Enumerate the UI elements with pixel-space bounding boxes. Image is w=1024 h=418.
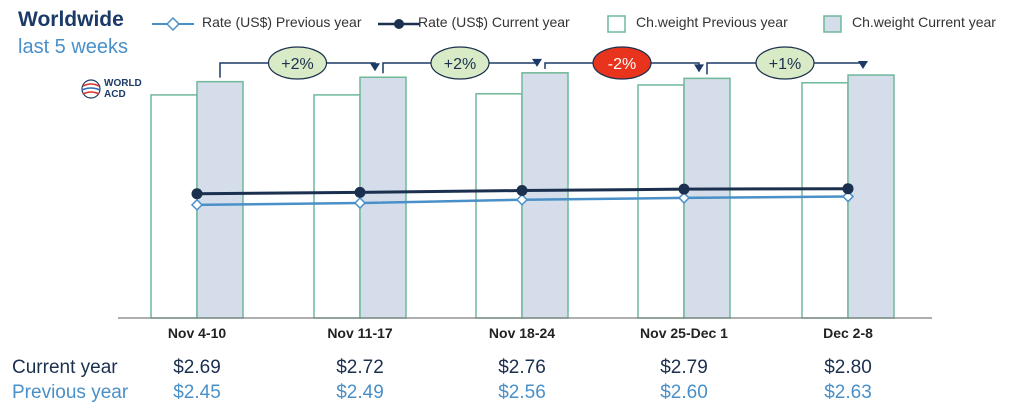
legend-weight-cur-label: Ch.weight Current year bbox=[852, 14, 996, 30]
change-arrowhead bbox=[370, 63, 380, 72]
legend-weight-prev-label: Ch.weight Previous year bbox=[636, 14, 788, 30]
chart-title: Worldwide bbox=[18, 8, 124, 31]
change-arrowhead bbox=[858, 61, 868, 70]
bar-weight-cur bbox=[521, 72, 569, 319]
previous-year-label: Previous year bbox=[12, 382, 129, 403]
point-rate-prev bbox=[515, 193, 529, 206]
current-year-value: $2.72 bbox=[336, 357, 384, 378]
point-rate-prev bbox=[841, 190, 855, 203]
logo-text-line1: WORLD bbox=[104, 78, 142, 89]
bar-weight-cur bbox=[359, 76, 407, 319]
point-rate-cur bbox=[678, 183, 690, 195]
previous-year-value: $2.56 bbox=[498, 382, 546, 403]
world-acd-logo: WORLD ACD bbox=[80, 76, 160, 106]
change-label: +2% bbox=[281, 56, 313, 73]
current-year-value: $2.80 bbox=[824, 357, 872, 378]
logo-text: WORLD ACD bbox=[104, 78, 142, 100]
legend-rate-cur-marker bbox=[378, 19, 420, 29]
change-badge bbox=[592, 46, 652, 80]
change-badge bbox=[267, 46, 328, 80]
x-tick-label: Nov 18-24 bbox=[489, 325, 555, 341]
point-rate-prev bbox=[190, 198, 204, 211]
bar-weight-prev bbox=[150, 94, 198, 319]
point-rate-cur bbox=[191, 188, 203, 200]
logo-text-line2: ACD bbox=[104, 89, 126, 100]
bar-weight-cur bbox=[847, 74, 895, 319]
previous-year-value: $2.60 bbox=[660, 382, 708, 403]
current-year-value: $2.79 bbox=[660, 357, 708, 378]
point-rate-cur bbox=[842, 183, 854, 195]
point-rate-prev bbox=[353, 196, 367, 210]
globe-icon bbox=[81, 79, 101, 99]
bar-weight-prev bbox=[801, 82, 849, 319]
current-year-label: Current year bbox=[12, 357, 118, 378]
legend-rate-cur-label: Rate (US$) Current year bbox=[418, 14, 570, 30]
chart-subtitle: last 5 weeks bbox=[18, 36, 129, 58]
change-label: +2% bbox=[444, 56, 476, 73]
point-rate-prev bbox=[677, 191, 691, 204]
bar-weight-cur bbox=[196, 80, 244, 319]
bar-weight-prev bbox=[313, 94, 361, 319]
current-year-value: $2.69 bbox=[173, 357, 221, 378]
previous-year-value: $2.45 bbox=[173, 382, 221, 403]
legend-rate-prev: Rate (US$) Previous year bbox=[150, 14, 370, 34]
legend-weight-cur: Ch.weight Current year bbox=[822, 14, 1022, 34]
previous-year-value: $2.49 bbox=[336, 382, 384, 403]
legend-rate-prev-label: Rate (US$) Previous year bbox=[202, 14, 362, 30]
x-tick-label: Nov 25-Dec 1 bbox=[640, 325, 728, 341]
legend-rate-cur: Rate (US$) Current year bbox=[376, 14, 586, 34]
change-label: -2% bbox=[608, 56, 636, 73]
point-rate-cur bbox=[516, 185, 528, 197]
point-rate-cur bbox=[354, 186, 366, 198]
change-arrowhead bbox=[694, 64, 704, 73]
legend-rate-prev-marker bbox=[152, 16, 194, 32]
change-badge bbox=[755, 46, 815, 80]
x-tick-label: Nov 4-10 bbox=[168, 325, 227, 341]
previous-year-value: $2.63 bbox=[824, 382, 872, 403]
legend-weight-cur-swatch bbox=[823, 15, 842, 33]
legend-weight-prev: Ch.weight Previous year bbox=[606, 14, 806, 34]
bar-weight-prev bbox=[475, 93, 523, 319]
x-tick-label: Dec 2-8 bbox=[823, 325, 873, 341]
change-label: +1% bbox=[769, 56, 801, 73]
change-badge bbox=[430, 46, 490, 80]
legend-weight-prev-swatch bbox=[607, 15, 626, 33]
x-tick-label: Nov 11-17 bbox=[327, 325, 393, 341]
bar-weight-prev bbox=[637, 84, 685, 319]
change-arrowhead bbox=[532, 58, 542, 67]
current-year-value: $2.76 bbox=[498, 357, 546, 378]
